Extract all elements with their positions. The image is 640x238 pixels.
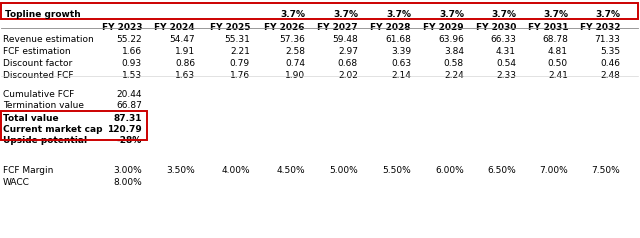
Text: 1.90: 1.90: [285, 71, 305, 80]
Text: 54.47: 54.47: [170, 35, 195, 44]
Text: 2.02: 2.02: [338, 71, 358, 80]
Text: Cumulative FCF: Cumulative FCF: [3, 90, 74, 99]
Text: 2.97: 2.97: [338, 47, 358, 56]
Text: 3.7%: 3.7%: [491, 10, 516, 19]
Text: 5.35: 5.35: [600, 47, 620, 56]
Text: 2.14: 2.14: [391, 71, 411, 80]
Text: 4.31: 4.31: [496, 47, 516, 56]
Text: 4.00%: 4.00%: [221, 166, 250, 175]
Text: 1.53: 1.53: [122, 71, 142, 80]
Text: 3.7%: 3.7%: [543, 10, 568, 19]
Text: 6.00%: 6.00%: [435, 166, 464, 175]
Text: Termination value: Termination value: [3, 101, 84, 110]
Text: FY 2028: FY 2028: [371, 23, 411, 32]
Text: 3.39: 3.39: [391, 47, 411, 56]
Text: 0.54: 0.54: [496, 59, 516, 68]
Text: 66.87: 66.87: [116, 101, 142, 110]
Text: 7.00%: 7.00%: [540, 166, 568, 175]
Text: 2.24: 2.24: [444, 71, 464, 80]
Text: FY 2027: FY 2027: [317, 23, 358, 32]
Text: 3.50%: 3.50%: [166, 166, 195, 175]
Text: 7.50%: 7.50%: [591, 166, 620, 175]
Text: 0.63: 0.63: [391, 59, 411, 68]
Text: FY 2030: FY 2030: [476, 23, 516, 32]
Text: FY 2025: FY 2025: [209, 23, 250, 32]
Text: 1.91: 1.91: [175, 47, 195, 56]
Text: 3.7%: 3.7%: [386, 10, 411, 19]
Text: 3.7%: 3.7%: [333, 10, 358, 19]
Text: Upside potential: Upside potential: [3, 136, 87, 145]
Text: FY 2026: FY 2026: [264, 23, 305, 32]
Text: 5.50%: 5.50%: [382, 166, 411, 175]
Text: 0.46: 0.46: [600, 59, 620, 68]
Text: 5.00%: 5.00%: [329, 166, 358, 175]
Text: 1.76: 1.76: [230, 71, 250, 80]
Text: 1.63: 1.63: [175, 71, 195, 80]
Text: FCF estimation: FCF estimation: [3, 47, 70, 56]
Text: 61.68: 61.68: [385, 35, 411, 44]
Text: 4.50%: 4.50%: [276, 166, 305, 175]
Text: 3.84: 3.84: [444, 47, 464, 56]
Text: 63.96: 63.96: [438, 35, 464, 44]
Text: 71.33: 71.33: [594, 35, 620, 44]
Text: Revenue estimation: Revenue estimation: [3, 35, 93, 44]
Text: 3.7%: 3.7%: [439, 10, 464, 19]
Text: 0.79: 0.79: [230, 59, 250, 68]
Text: FY 2029: FY 2029: [424, 23, 464, 32]
Text: Discount factor: Discount factor: [3, 59, 72, 68]
Text: 0.86: 0.86: [175, 59, 195, 68]
Text: FY 2023: FY 2023: [102, 23, 142, 32]
Text: 0.93: 0.93: [122, 59, 142, 68]
Text: FY 2031: FY 2031: [527, 23, 568, 32]
Text: Total value: Total value: [3, 114, 59, 123]
Text: 2.33: 2.33: [496, 71, 516, 80]
Text: 57.36: 57.36: [279, 35, 305, 44]
Text: 8.00%: 8.00%: [113, 178, 142, 187]
Text: 2.41: 2.41: [548, 71, 568, 80]
Text: 2.21: 2.21: [230, 47, 250, 56]
Text: Discounted FCF: Discounted FCF: [3, 71, 74, 80]
Text: 0.58: 0.58: [444, 59, 464, 68]
Text: 68.78: 68.78: [542, 35, 568, 44]
Text: 6.50%: 6.50%: [487, 166, 516, 175]
Text: FCF Margin: FCF Margin: [3, 166, 53, 175]
Text: 87.31: 87.31: [113, 114, 142, 123]
Text: 4.81: 4.81: [548, 47, 568, 56]
Text: WACC: WACC: [3, 178, 30, 187]
Text: 1.66: 1.66: [122, 47, 142, 56]
Text: 2.58: 2.58: [285, 47, 305, 56]
Text: Current market cap: Current market cap: [3, 125, 102, 134]
Text: 0.68: 0.68: [338, 59, 358, 68]
Text: 55.22: 55.22: [116, 35, 142, 44]
Text: 3.7%: 3.7%: [595, 10, 620, 19]
Text: 59.48: 59.48: [332, 35, 358, 44]
Text: 2.48: 2.48: [600, 71, 620, 80]
Text: -28%: -28%: [116, 136, 142, 145]
Text: 55.31: 55.31: [224, 35, 250, 44]
Text: 3.7%: 3.7%: [280, 10, 305, 19]
Text: 0.50: 0.50: [548, 59, 568, 68]
Text: FY 2032: FY 2032: [579, 23, 620, 32]
Text: 3.00%: 3.00%: [113, 166, 142, 175]
Text: 66.33: 66.33: [490, 35, 516, 44]
Text: Topline growth: Topline growth: [5, 10, 81, 19]
Text: 20.44: 20.44: [116, 90, 142, 99]
Text: FY 2024: FY 2024: [154, 23, 195, 32]
Text: 0.74: 0.74: [285, 59, 305, 68]
Text: 120.79: 120.79: [108, 125, 142, 134]
